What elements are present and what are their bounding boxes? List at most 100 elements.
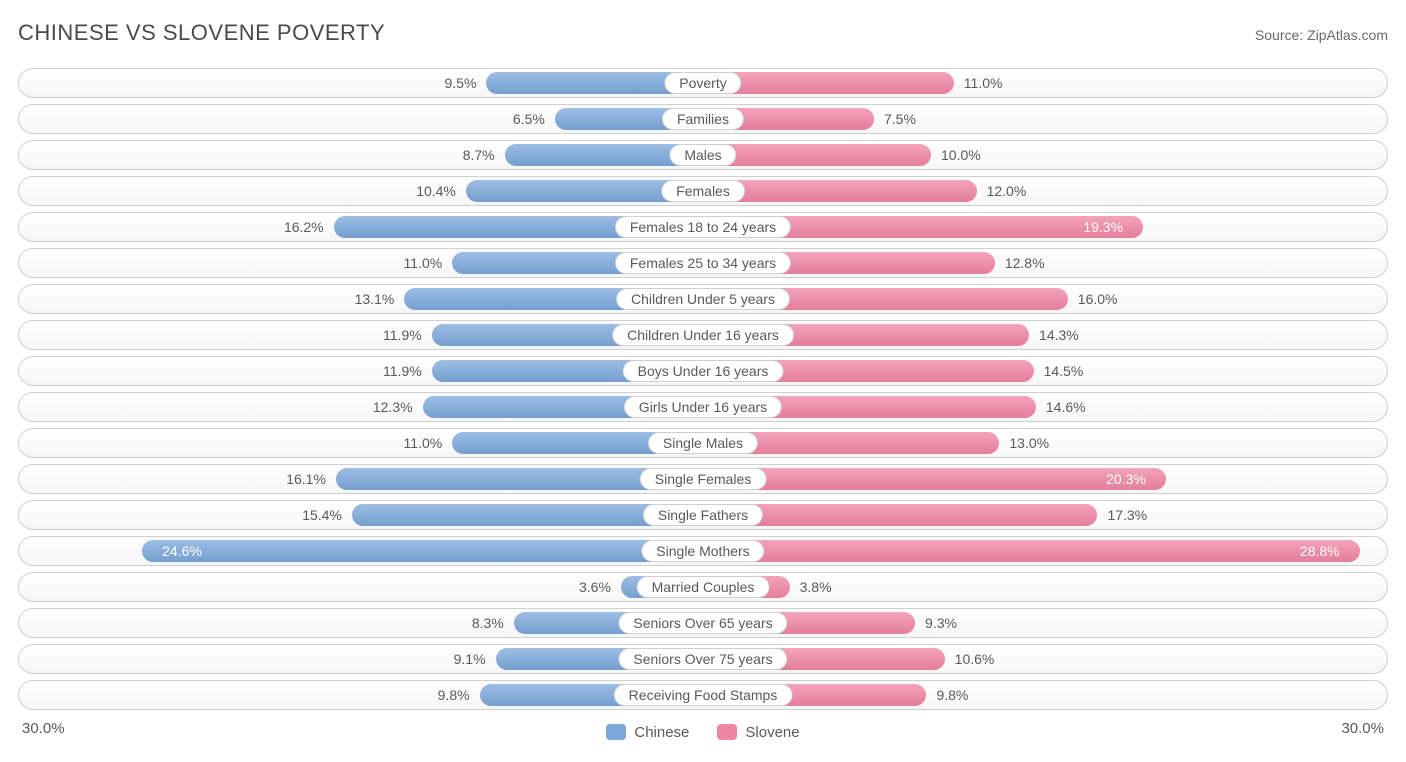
- category-label: Children Under 5 years: [616, 288, 790, 310]
- value-label-left: 6.5%: [503, 111, 555, 127]
- bar-half-right: 11.0%: [703, 69, 1387, 97]
- legend-label-left: Chinese: [634, 724, 689, 741]
- bar-half-right: 14.6%: [703, 393, 1387, 421]
- category-label: Females 25 to 34 years: [615, 252, 791, 274]
- value-label-right: 10.0%: [931, 147, 991, 163]
- category-label: Boys Under 16 years: [623, 360, 784, 382]
- category-label: Married Couples: [637, 576, 770, 598]
- bar-right: 28.8%: [703, 540, 1360, 562]
- value-label-left: 9.1%: [444, 651, 496, 667]
- value-label-right: 12.0%: [977, 183, 1037, 199]
- bar-half-left: 16.1%: [19, 465, 703, 493]
- bar-half-right: 28.8%: [703, 537, 1387, 565]
- chart-row: 3.6% 3.8% Married Couples: [18, 572, 1388, 602]
- bar-half-left: 10.4%: [19, 177, 703, 205]
- value-label-left: 16.1%: [276, 471, 336, 487]
- chart-row: 15.4% 17.3%Single Fathers: [18, 500, 1388, 530]
- chart-row: 12.3% 14.6% Girls Under 16 years: [18, 392, 1388, 422]
- value-label-right: 20.3%: [1096, 471, 1156, 487]
- chart-header: CHINESE VS SLOVENE POVERTY Source: ZipAt…: [18, 20, 1388, 46]
- value-label-right: 9.3%: [915, 615, 967, 631]
- category-label: Females: [661, 180, 745, 202]
- category-label: Females 18 to 24 years: [615, 216, 791, 238]
- category-label: Seniors Over 65 years: [618, 612, 787, 634]
- value-label-right: 3.8%: [790, 579, 842, 595]
- category-label: Males: [669, 144, 736, 166]
- chart-row: 11.0% 12.8% Females 25 to 34 years: [18, 248, 1388, 278]
- chart-title: CHINESE VS SLOVENE POVERTY: [18, 20, 385, 46]
- bar-half-left: 15.4%: [19, 501, 703, 529]
- chart-row: 10.4% 12.0% Females: [18, 176, 1388, 206]
- legend-swatch-left: [606, 724, 626, 740]
- value-label-left: 9.5%: [434, 75, 486, 91]
- chart-row: 11.9% 14.3% Children Under 16 years: [18, 320, 1388, 350]
- chart-row: 9.8%9.8%Receiving Food Stamps: [18, 680, 1388, 710]
- value-label-left: 3.6%: [569, 579, 621, 595]
- value-label-right: 10.6%: [945, 651, 1005, 667]
- bar-half-left: 9.5%: [19, 69, 703, 97]
- bar-half-left: 11.9%: [19, 321, 703, 349]
- chart-row: 11.0%13.0%Single Males: [18, 428, 1388, 458]
- bar-half-right: 12.8%: [703, 249, 1387, 277]
- chart-row: 9.1%10.6%Seniors Over 75 years: [18, 644, 1388, 674]
- value-label-left: 8.7%: [453, 147, 505, 163]
- bar-half-left: 9.8%: [19, 681, 703, 709]
- value-label-left: 9.8%: [428, 687, 480, 703]
- bar-half-left: 11.0%: [19, 249, 703, 277]
- category-label: Children Under 16 years: [612, 324, 794, 346]
- category-label: Poverty: [664, 72, 741, 94]
- axis-max-right: 30.0%: [1341, 720, 1384, 737]
- value-label-right: 7.5%: [874, 111, 926, 127]
- chart-row: 8.7% 10.0% Males: [18, 140, 1388, 170]
- chart-row: 16.2%19.3%Females 18 to 24 years: [18, 212, 1388, 242]
- bar-half-right: 17.3%: [703, 501, 1387, 529]
- category-label: Girls Under 16 years: [624, 396, 782, 418]
- legend-swatch-right: [717, 724, 737, 740]
- bar-half-left: 13.1%: [19, 285, 703, 313]
- chart-row: 6.5% 7.5% Families: [18, 104, 1388, 134]
- bar-half-left: 3.6%: [19, 573, 703, 601]
- bar-half-left: 16.2%: [19, 213, 703, 241]
- category-label: Families: [662, 108, 744, 130]
- legend-item-right: Slovene: [717, 724, 799, 741]
- value-label-right: 14.5%: [1034, 363, 1094, 379]
- category-label: Single Fathers: [643, 504, 763, 526]
- bar-half-right: 9.8%: [703, 681, 1387, 709]
- value-label-left: 11.9%: [373, 327, 432, 343]
- value-label-left: 11.0%: [394, 255, 453, 271]
- bar-right: [703, 144, 931, 166]
- chart-row: 16.1%20.3%Single Females: [18, 464, 1388, 494]
- value-label-right: 28.8%: [1290, 543, 1350, 559]
- value-label-right: 11.0%: [954, 75, 1013, 91]
- chart-row: 24.6% 28.8% Single Mothers: [18, 536, 1388, 566]
- value-label-right: 14.3%: [1029, 327, 1089, 343]
- value-label-left: 11.0%: [394, 435, 453, 451]
- bar-half-left: 24.6%: [19, 537, 703, 565]
- bar-half-right: 9.3%: [703, 609, 1387, 637]
- value-label-left: 15.4%: [292, 507, 352, 523]
- bar-half-right: 14.3%: [703, 321, 1387, 349]
- value-label-right: 12.8%: [995, 255, 1055, 271]
- bar-half-right: 10.6%: [703, 645, 1387, 673]
- bar-half-right: 10.0%: [703, 141, 1387, 169]
- bar-half-left: 12.3%: [19, 393, 703, 421]
- value-label-right: 14.6%: [1036, 399, 1096, 415]
- legend-item-left: Chinese: [606, 724, 689, 741]
- bar-half-right: 13.0%: [703, 429, 1387, 457]
- bar-half-left: 9.1%: [19, 645, 703, 673]
- value-label-right: 9.8%: [926, 687, 978, 703]
- bar-half-left: 11.0%: [19, 429, 703, 457]
- value-label-left: 8.3%: [462, 615, 514, 631]
- value-label-left: 12.3%: [363, 399, 423, 415]
- bar-right: 20.3%: [703, 468, 1166, 490]
- bar-half-right: 20.3%: [703, 465, 1387, 493]
- chart-footer: 30.0% Chinese Slovene 30.0%: [18, 720, 1388, 744]
- legend-label-right: Slovene: [745, 724, 799, 741]
- value-label-left: 11.9%: [373, 363, 432, 379]
- value-label-left: 24.6%: [152, 543, 212, 559]
- bar-half-right: 19.3%: [703, 213, 1387, 241]
- legend: Chinese Slovene: [606, 724, 799, 741]
- source-attribution: Source: ZipAtlas.com: [1255, 27, 1388, 43]
- category-label: Single Mothers: [641, 540, 764, 562]
- value-label-left: 10.4%: [406, 183, 466, 199]
